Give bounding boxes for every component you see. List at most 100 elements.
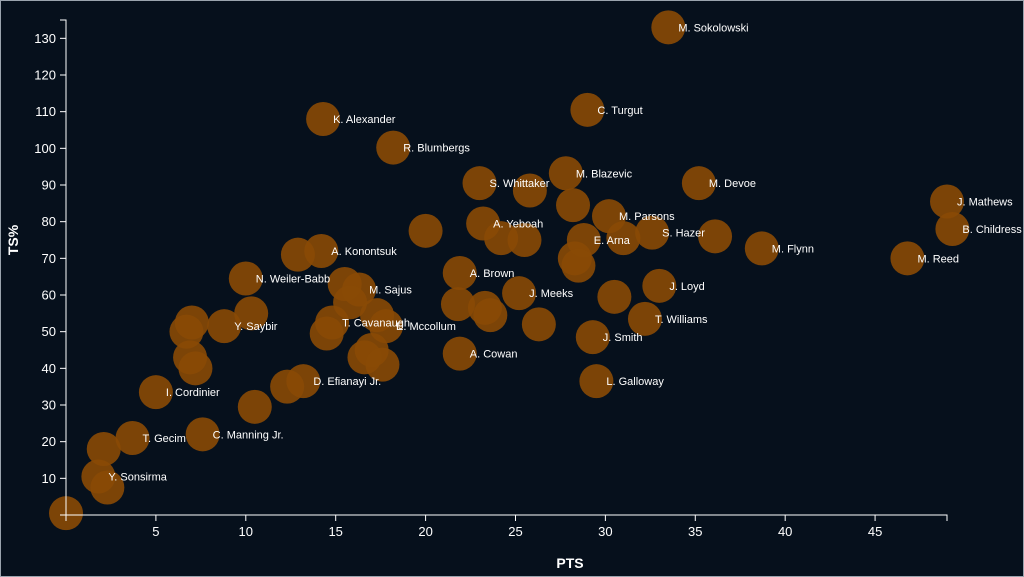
data-point[interactable] [309,316,344,351]
data-point[interactable] [579,364,614,399]
y-axis-ticks: 10 20 30 40 50 60 70 80 90 100 110 120 130 [34,31,66,486]
data-point[interactable] [169,314,204,349]
data-point[interactable] [178,351,213,386]
data-point-label: A. Konontsuk [331,246,397,258]
data-point-label: T. Cavanaugh [342,318,410,330]
data-point[interactable] [234,296,269,331]
x-tick-label: 20 [418,524,432,539]
data-point[interactable] [935,212,970,246]
data-point[interactable] [556,188,591,223]
data-point[interactable] [681,166,716,201]
y-tick-label: 70 [42,251,56,266]
y-tick-label: 60 [42,288,56,303]
data-point[interactable] [575,320,610,355]
x-axis-line [65,514,948,521]
data-point[interactable] [185,417,220,452]
data-point[interactable] [306,102,341,136]
x-tick-label: 15 [328,524,342,539]
y-axis-title: TS% [5,224,21,255]
data-point-label: A. Yeboah [493,219,543,231]
data-point[interactable] [548,156,583,191]
data-point[interactable] [698,219,733,254]
data-point[interactable] [635,215,670,250]
data-point[interactable] [561,248,596,283]
data-point-label: A. Brown [470,268,515,280]
y-tick-label: 130 [34,31,56,46]
data-point[interactable] [90,470,125,505]
data-point[interactable] [597,279,632,314]
x-tick-label: 25 [508,524,522,539]
data-point[interactable] [280,237,315,272]
x-tick-label: 30 [598,524,612,539]
data-point-label: M. Reed [917,253,959,265]
data-point-label: M. Sajus [369,285,412,297]
data-point-label: L. Galloway [606,376,664,388]
x-axis-ticks: 5 10 15 20 25 30 35 40 45 [152,515,882,539]
data-point-label: M. Flynn [772,243,814,255]
x-tick-label: 35 [688,524,702,539]
data-point[interactable] [228,261,263,296]
data-point[interactable] [502,276,537,311]
data-point[interactable] [138,375,173,410]
y-tick-label: 90 [42,178,56,193]
data-point-label: A. Cowan [470,349,518,361]
x-tick-label: 45 [868,524,882,539]
y-tick-label: 10 [42,471,56,486]
y-tick-label: 30 [42,398,56,413]
y-tick-label: 40 [42,361,56,376]
data-point[interactable] [442,336,477,371]
data-point[interactable] [744,231,779,266]
data-point[interactable] [115,421,150,455]
data-point-label: M. Parsons [619,211,675,223]
data-point[interactable] [507,223,542,257]
data-point-label: S. Hazer [662,228,705,240]
data-point[interactable] [237,389,272,424]
data-point[interactable] [365,347,400,382]
data-point-label: R. Blumbergs [403,143,470,155]
data-point[interactable] [86,432,121,466]
x-tick-label: 5 [152,524,159,539]
data-point-label: S. Whittaker [490,178,550,190]
data-point-label: Y. Sonsirma [108,472,167,484]
y-tick-label: 80 [42,214,56,229]
data-point-label: T. Williams [655,314,708,326]
data-point-label: B. Childress [962,224,1022,236]
x-tick-label: 10 [239,524,253,539]
data-point[interactable] [207,309,242,344]
data-point-label: K. Alexander [333,114,396,126]
y-tick-label: 110 [35,104,56,119]
data-point-label: Y. Saybir [234,321,278,333]
data-point-label: J. Meeks [529,288,574,300]
x-tick-label: 40 [778,524,792,539]
data-point[interactable] [651,10,686,45]
y-tick-label: 100 [34,141,56,156]
data-point[interactable] [408,213,443,248]
data-point-label: D. Efianayi Jr. [313,376,381,388]
data-point-label: E. Mccollum [396,321,456,333]
data-point[interactable] [606,221,641,256]
axes-layer: 5 10 15 20 25 30 35 40 45 10 20 30 40 50 60 70 80 90 100 1… [34,19,948,539]
y-tick-label: 120 [34,68,56,83]
data-point[interactable] [930,184,964,219]
data-point[interactable] [521,307,556,342]
data-point[interactable] [442,256,477,290]
data-point-label: M. Devoe [709,178,756,190]
data-point[interactable] [642,268,677,303]
data-point-label: C. Turgut [597,105,642,117]
data-point[interactable] [570,92,605,127]
y-tick-label: 50 [42,324,56,339]
data-point-label: T. Gecim [143,433,186,445]
data-point[interactable] [890,241,925,276]
data-point-label: M. Sokolowski [678,22,748,34]
data-point[interactable] [440,287,475,322]
data-point[interactable] [473,298,508,333]
data-point-label: M. Blazevic [576,168,633,180]
data-point[interactable] [286,364,321,399]
x-axis-title: PTS [556,555,583,571]
data-point[interactable] [627,301,662,336]
data-point[interactable] [376,130,411,165]
data-point[interactable] [462,166,497,201]
point-label-layer: M. Sokolowski C. Turgut K. Alexander R. Blu… [108,22,1022,483]
data-point[interactable] [512,173,547,208]
